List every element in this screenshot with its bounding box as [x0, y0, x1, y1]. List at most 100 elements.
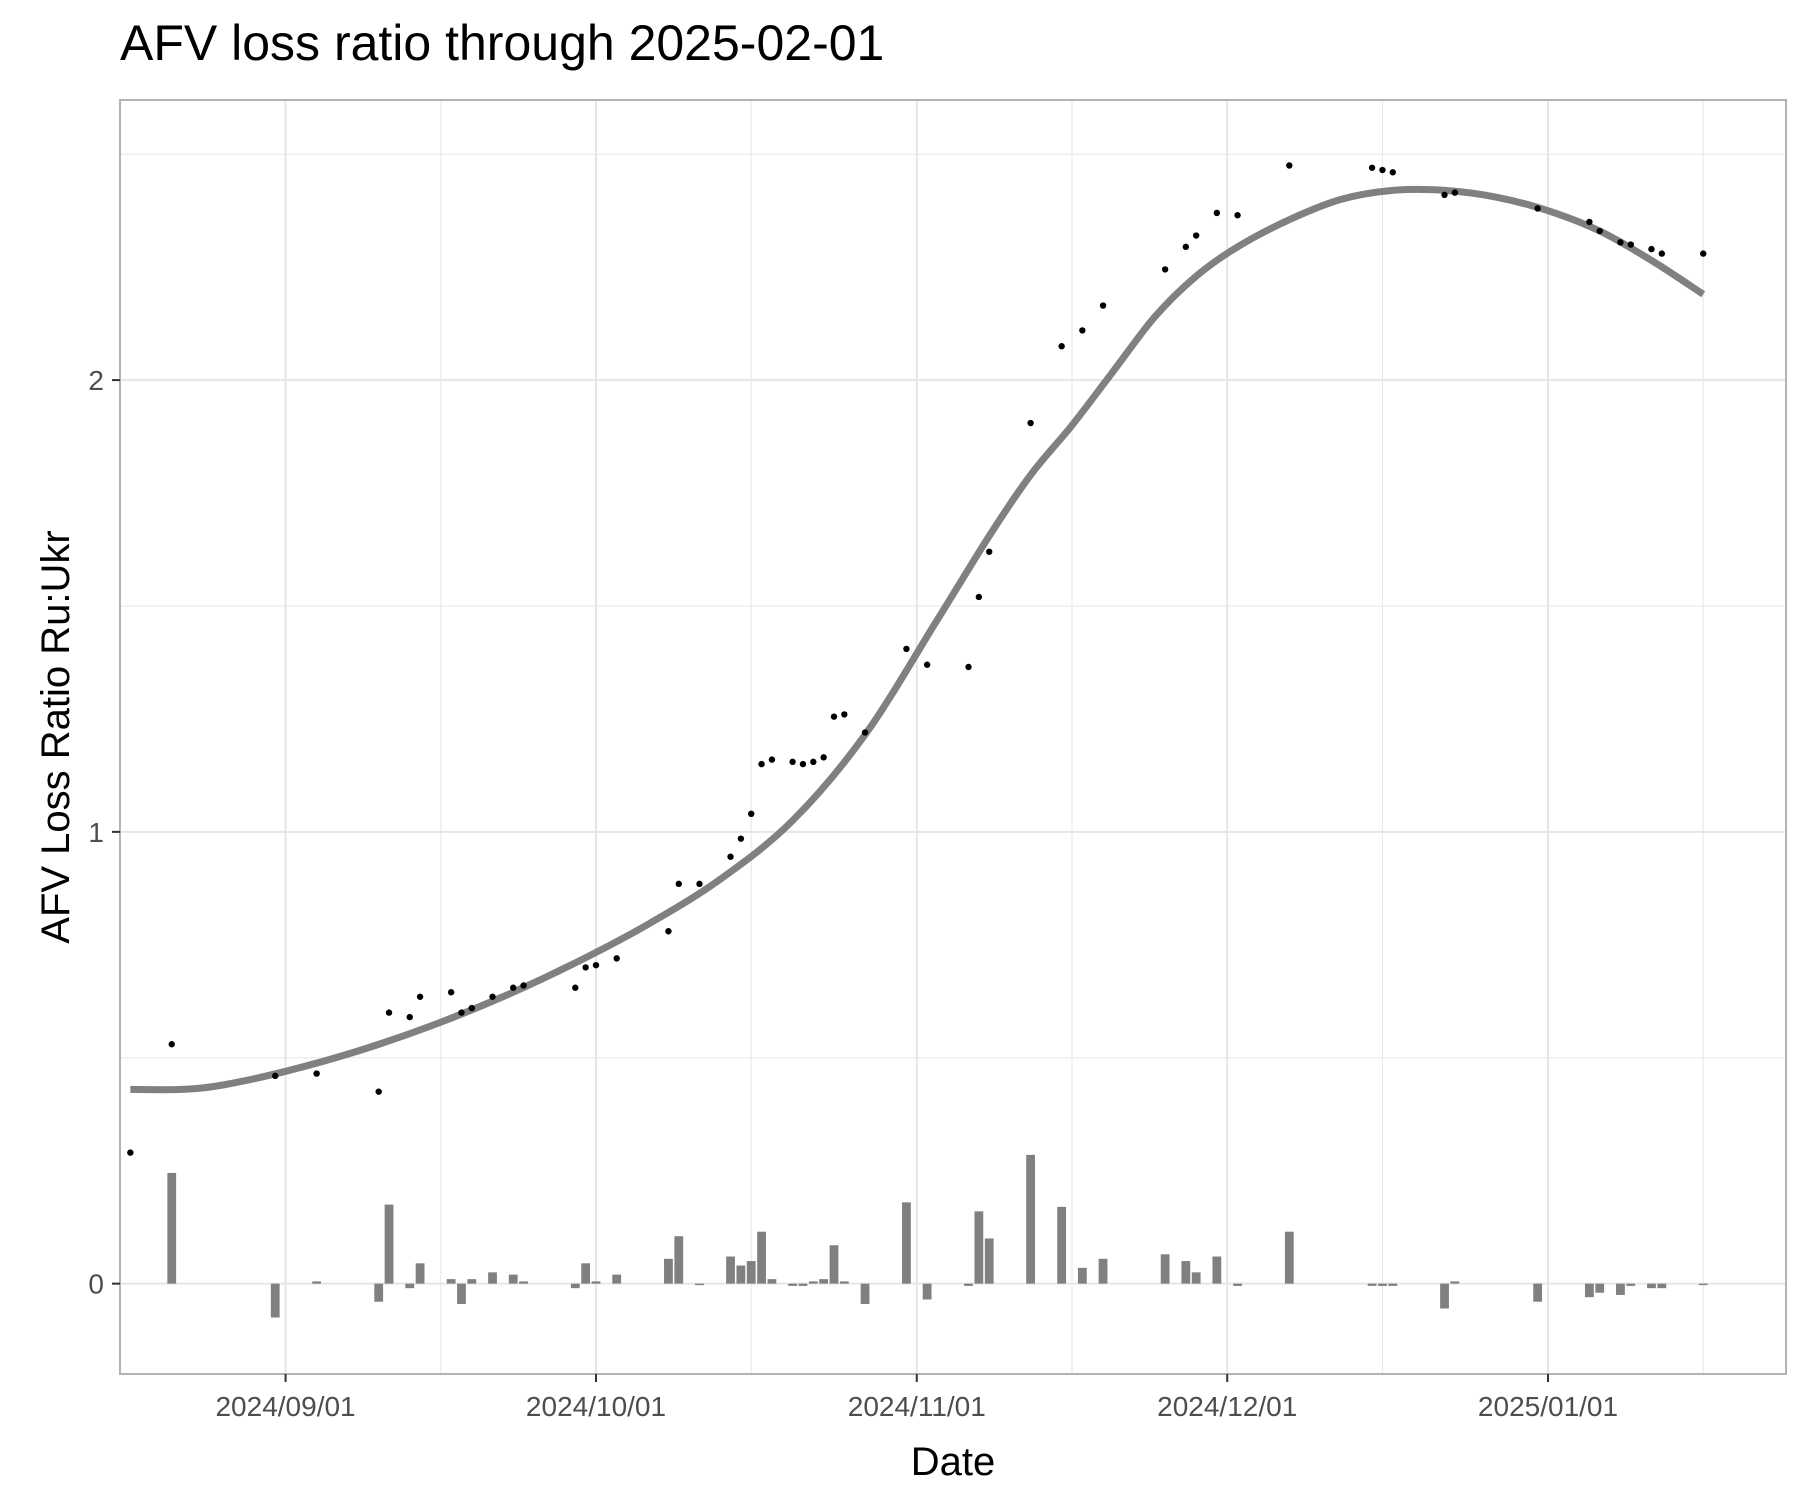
bar [1647, 1283, 1656, 1289]
bar [312, 1281, 322, 1284]
bar [808, 1281, 818, 1284]
data-point [510, 984, 517, 991]
bar [664, 1258, 673, 1284]
data-point [458, 1009, 465, 1016]
bar [902, 1202, 911, 1284]
bar [922, 1283, 932, 1300]
data-point [1451, 189, 1459, 196]
data-point [582, 964, 589, 971]
data-point [1079, 327, 1086, 334]
y-tick-label: 2 [88, 365, 104, 396]
data-point [572, 984, 579, 991]
bar-series [167, 1154, 1708, 1318]
y-tick-label: 0 [88, 1269, 104, 1300]
bar [270, 1283, 280, 1318]
bar [746, 1261, 756, 1284]
data-point [1379, 166, 1386, 174]
bar [736, 1265, 746, 1284]
x-tick-label: 2024/12/01 [1157, 1391, 1297, 1422]
data-point [789, 758, 796, 766]
bar [860, 1283, 870, 1304]
data-point [799, 760, 807, 768]
data-point [1648, 245, 1655, 253]
data-point [1617, 239, 1624, 246]
bar [798, 1283, 808, 1286]
data-point [923, 661, 931, 668]
bar [446, 1279, 456, 1284]
data-point [385, 1009, 393, 1016]
x-tick-label: 2024/10/01 [526, 1391, 666, 1422]
data-point [1658, 250, 1666, 257]
bar [1595, 1283, 1605, 1293]
data-point [1700, 250, 1707, 257]
data-point [1058, 343, 1065, 350]
data-point [1099, 302, 1107, 309]
data-point [272, 1072, 279, 1080]
x-axis-title: Date [911, 1440, 996, 1484]
smooth-line [130, 185, 1706, 1094]
y-tick-label: 1 [88, 817, 104, 848]
data-point [127, 1149, 134, 1156]
data-point [468, 1004, 476, 1012]
bar [1616, 1283, 1625, 1295]
data-point [489, 993, 496, 1000]
data-point [1389, 169, 1396, 176]
data-point [1627, 241, 1634, 248]
x-axis: 2024/09/01 2024/10/01 2024/11/01 2024/12/01… [215, 1374, 1618, 1422]
data-point [1368, 164, 1376, 171]
data-point [861, 729, 869, 736]
data-point [1586, 218, 1593, 226]
bar [1181, 1261, 1191, 1284]
data-point [903, 645, 910, 653]
data-point [447, 989, 455, 996]
bar [415, 1263, 425, 1284]
data-point [1182, 243, 1190, 251]
bar [1698, 1283, 1708, 1286]
data-point [820, 754, 827, 761]
data-point [675, 880, 682, 888]
data-point [975, 593, 983, 601]
bar [1026, 1154, 1036, 1284]
scatter-series [127, 162, 1707, 1156]
bar [508, 1274, 518, 1284]
bar [1367, 1283, 1377, 1286]
data-point [810, 758, 817, 766]
bar [695, 1283, 704, 1286]
chart-title: AFV loss ratio through 2025-02-01 [120, 15, 885, 71]
bar [1378, 1283, 1387, 1286]
bar [1626, 1283, 1636, 1286]
bar [519, 1281, 528, 1284]
bar [488, 1272, 497, 1284]
data-point [965, 663, 972, 671]
data-point [592, 961, 600, 969]
x-tick-label: 2024/09/01 [215, 1391, 355, 1422]
bar [612, 1274, 622, 1284]
bar [591, 1281, 601, 1284]
data-point [727, 853, 734, 860]
bar [757, 1231, 766, 1284]
data-point [665, 928, 672, 935]
bar [726, 1256, 735, 1284]
bar [964, 1283, 973, 1286]
bar [1057, 1206, 1067, 1284]
bar [819, 1279, 829, 1284]
data-point [1286, 162, 1293, 169]
data-point [841, 711, 848, 718]
bar [1440, 1283, 1449, 1309]
data-point [375, 1088, 382, 1095]
bar [1160, 1254, 1170, 1284]
data-point [313, 1070, 320, 1077]
y-axis-title: AFV Loss Ratio Ru:Ukr [34, 530, 78, 943]
bar [570, 1283, 580, 1289]
bar [974, 1211, 984, 1284]
bar [1584, 1283, 1594, 1298]
bar [467, 1279, 477, 1284]
x-tick-label: 2024/11/01 [848, 1391, 986, 1422]
bar [374, 1283, 384, 1302]
data-point [1161, 266, 1169, 273]
bar [1191, 1272, 1201, 1284]
panel-border [119, 99, 1787, 1375]
data-point [986, 548, 993, 555]
bar [1533, 1283, 1543, 1302]
